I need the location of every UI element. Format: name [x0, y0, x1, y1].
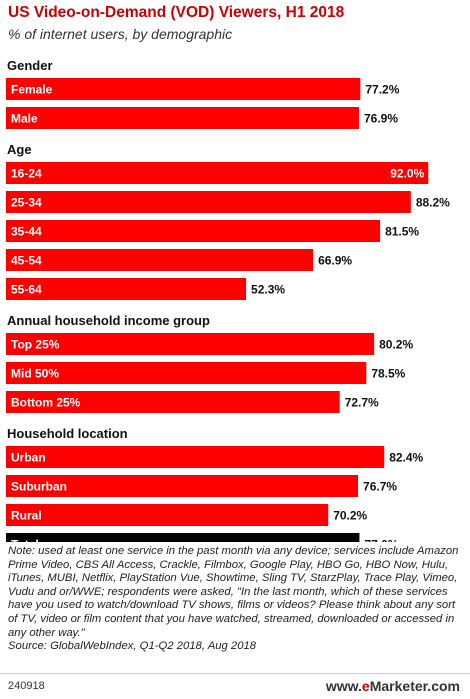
value-label-top-25: 80.2%: [379, 338, 413, 352]
brand-logo[interactable]: www.eMarketer.com: [326, 678, 460, 694]
bar-male: [6, 107, 359, 129]
bar-label-rural: Rural: [11, 509, 42, 523]
chart-title: US Video-on-Demand (VOD) Viewers, H1 201…: [8, 4, 345, 21]
value-label-bottom-25: 72.7%: [345, 396, 379, 410]
bar-16-24: [6, 162, 429, 184]
bar-55-64: [6, 278, 247, 300]
value-label-55-64: 52.3%: [251, 283, 285, 297]
bar-bottom-25: [6, 391, 340, 413]
bar-rural: [6, 504, 329, 526]
value-label-35-44: 81.5%: [385, 225, 419, 239]
value-label-25-34: 88.2%: [416, 196, 450, 210]
group-label-gender: Gender: [7, 58, 53, 73]
bar-label-25-34: 25-34: [11, 196, 42, 210]
bar-label-35-44: 35-44: [11, 225, 42, 239]
value-label-urban: 82.4%: [389, 451, 423, 465]
bar-label-bottom-25: Bottom 25%: [11, 396, 81, 410]
value-label-16-24: 92.0%: [390, 167, 424, 181]
bar-urban: [6, 446, 385, 468]
bar-label-top-25: Top 25%: [11, 338, 60, 352]
group-label-household-location: Household location: [7, 426, 128, 441]
bar-label-male: Male: [11, 112, 38, 126]
bar-label-total: Total: [11, 538, 39, 543]
value-label-male: 76.9%: [364, 112, 398, 126]
bar-total: [6, 533, 360, 542]
value-label-suburban: 76.7%: [363, 480, 397, 494]
bar-label-urban: Urban: [11, 451, 46, 465]
group-label-annual-household-income-group: Annual household income group: [7, 313, 210, 328]
value-label-mid-50: 78.5%: [371, 367, 405, 381]
bar-label-mid-50: Mid 50%: [11, 367, 59, 381]
bar-top-25: [6, 333, 375, 355]
footer: 240918 www.eMarketer.com: [0, 673, 470, 699]
value-label-total: 77.0%: [364, 538, 398, 543]
bar-female: [6, 78, 361, 100]
bar-label-55-64: 55-64: [11, 283, 42, 297]
group-label-age: Age: [7, 142, 32, 157]
brand-e: e: [361, 678, 370, 694]
bar-label-16-24: 16-24: [11, 167, 42, 181]
bar-chart: Gender Female 77.2% Male 76.9% Age 16-24 92.0% 2…: [6, 58, 450, 543]
chart-note: Note: used at least one service in the p…: [8, 545, 466, 654]
bar-label-45-54: 45-54: [11, 254, 42, 268]
bar-35-44: [6, 220, 381, 242]
note-text: Note: used at least one service in the p…: [8, 545, 459, 639]
chart-id: 240918: [8, 680, 45, 692]
source-text: Source: GlobalWebIndex, Q1-Q2 2018, Aug …: [8, 640, 257, 653]
bar-mid-50: [6, 362, 367, 384]
bar-suburban: [6, 475, 359, 497]
value-label-45-54: 66.9%: [318, 254, 352, 268]
bar-25-34: [6, 191, 411, 213]
value-label-female: 77.2%: [365, 83, 399, 97]
brand-prefix: www.: [325, 678, 362, 694]
bar-label-suburban: Suburban: [11, 480, 67, 494]
value-label-rural: 70.2%: [333, 509, 367, 523]
brand-rest: Marketer.com: [369, 678, 460, 694]
bar-45-54: [6, 249, 314, 271]
bar-label-female: Female: [11, 83, 53, 97]
chart-subtitle: % of internet users, by demographic: [8, 26, 233, 42]
